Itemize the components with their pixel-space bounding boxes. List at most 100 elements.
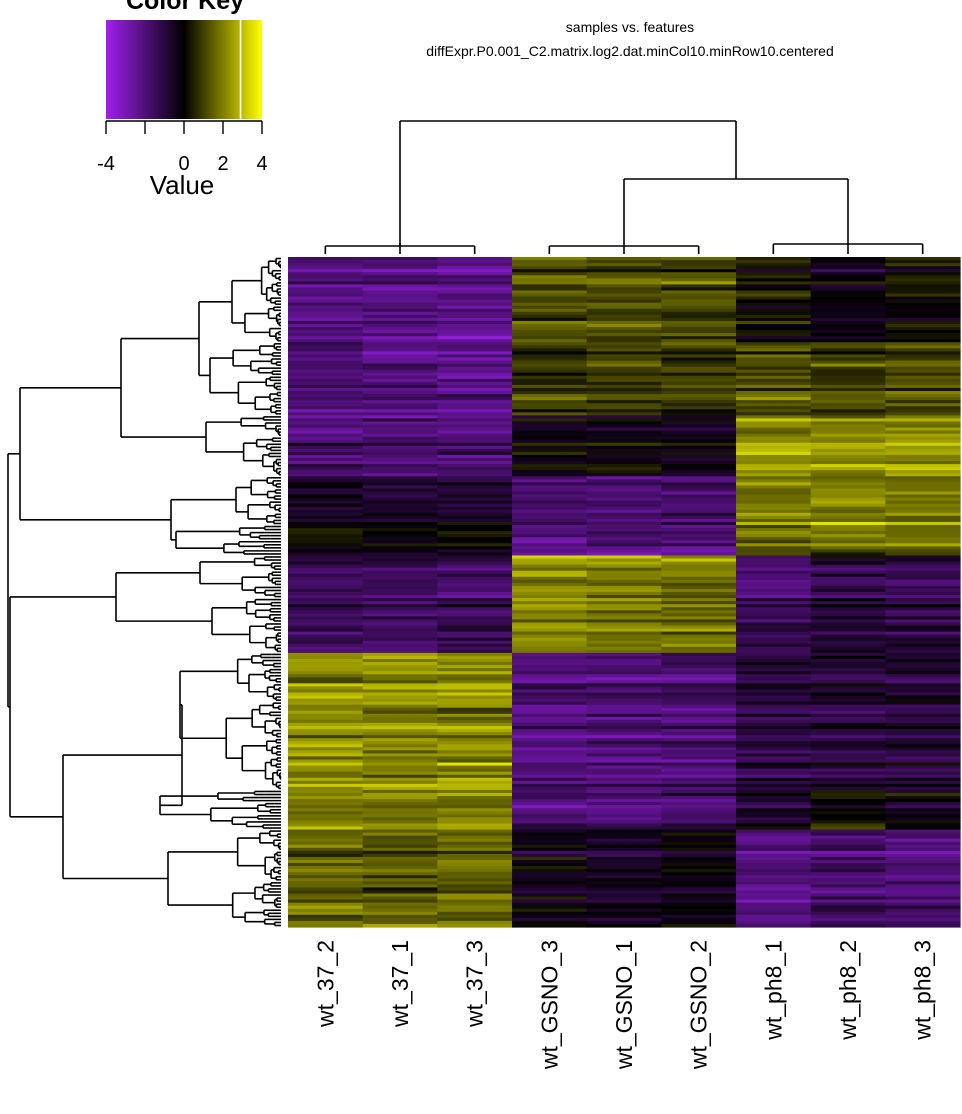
row-dendrogram	[7, 257, 282, 927]
heatmap-cell	[885, 634, 961, 639]
heatmap-cell	[288, 716, 364, 721]
heatmap-cell	[362, 820, 438, 825]
heatmap-cell	[736, 573, 812, 578]
heatmap-cell	[288, 503, 364, 508]
heatmap-cell	[437, 905, 513, 910]
heatmap-cell	[586, 369, 662, 374]
heatmap-cell	[885, 275, 961, 279]
heatmap-cell	[586, 707, 662, 712]
heatmap-cell	[437, 534, 513, 538]
heatmap-cell	[885, 308, 961, 313]
heatmap-cell	[810, 832, 886, 837]
heatmap-cell	[362, 451, 438, 456]
heatmap-cell	[661, 643, 737, 648]
heatmap-cell	[512, 579, 588, 584]
heatmap-cell	[736, 324, 812, 328]
heatmap-cell	[661, 768, 737, 773]
heatmap-cell	[810, 317, 886, 322]
heatmap-cell	[736, 342, 812, 346]
heatmap-cell	[362, 339, 438, 343]
heatmap-cell	[288, 314, 364, 319]
heatmap-cell	[810, 631, 886, 636]
heatmap-cell	[512, 780, 588, 785]
heatmap-cell	[512, 506, 588, 511]
heatmap-cell	[362, 372, 438, 377]
heatmap-cell	[736, 595, 812, 599]
heatmap-cell	[810, 655, 886, 660]
heatmap-cell	[437, 607, 513, 611]
heatmap-cell	[736, 394, 812, 398]
heatmap-cell	[885, 744, 961, 748]
heatmap-cell	[437, 692, 513, 697]
heatmap-cell	[586, 305, 662, 310]
heatmap-cell	[736, 917, 812, 922]
heatmap-cell	[512, 257, 588, 261]
heatmap-cell	[885, 534, 961, 538]
heatmap-cell	[810, 576, 886, 581]
heatmap-cell	[810, 829, 886, 834]
heatmap-cell	[736, 357, 812, 362]
heatmap-cell	[736, 640, 812, 645]
heatmap-cell	[736, 844, 812, 849]
heatmap-cell	[586, 518, 662, 523]
heatmap-cell	[885, 878, 961, 882]
heatmap-cell	[885, 391, 961, 395]
heatmap-cell	[810, 652, 886, 657]
heatmap-cell	[512, 768, 588, 773]
heatmap-cell	[362, 704, 438, 709]
heatmap-cell	[736, 853, 812, 858]
heatmap-cell	[362, 695, 438, 700]
heatmap-cell	[437, 570, 513, 575]
heatmap-cell	[437, 528, 513, 532]
heatmap-cell	[661, 796, 737, 800]
heatmap-cell	[512, 613, 588, 617]
heatmap-cell	[362, 476, 438, 480]
heatmap-cell	[362, 902, 438, 907]
heatmap-cell	[736, 427, 812, 432]
heatmap-cell	[736, 317, 812, 322]
heatmap-cell	[362, 881, 438, 885]
heatmap-cell	[586, 387, 662, 392]
heatmap-cell	[885, 436, 961, 441]
heatmap-cell	[437, 567, 513, 572]
heatmap-cell	[437, 543, 513, 547]
heatmap-cell	[512, 744, 588, 748]
heatmap-cell	[512, 817, 588, 822]
heatmap-cell	[288, 518, 364, 523]
heatmap-cell	[736, 826, 812, 831]
heatmap-cell	[512, 713, 588, 718]
heatmap-cell	[437, 588, 513, 593]
heatmap-cell	[437, 375, 513, 380]
heatmap-cell	[512, 631, 588, 636]
heatmap-cell	[586, 317, 662, 322]
heatmap-cell	[437, 814, 513, 818]
heatmap-cell	[288, 366, 364, 371]
heatmap-cell	[661, 317, 737, 322]
heatmap-cell	[885, 387, 961, 392]
heatmap-cell	[885, 333, 961, 337]
heatmap-cell	[661, 887, 737, 892]
heatmap-cell	[437, 850, 513, 855]
heatmap-cell	[736, 494, 812, 499]
heatmap-cell	[661, 314, 737, 319]
heatmap-cell	[586, 293, 662, 298]
heatmap-cell	[736, 451, 812, 456]
heatmap-cell	[437, 759, 513, 764]
heatmap-cell	[512, 543, 588, 547]
heatmap-cell	[736, 796, 812, 800]
heatmap-cell	[437, 914, 513, 919]
heatmap-cell	[362, 345, 438, 349]
heatmap-cell	[288, 698, 364, 703]
heatmap-cell	[885, 299, 961, 304]
heatmap-cell	[362, 713, 438, 718]
heatmap-cell	[661, 698, 737, 703]
heatmap-cell	[661, 497, 737, 502]
heatmap-cell	[885, 473, 961, 477]
heatmap-cell	[736, 470, 812, 474]
heatmap-cell	[512, 732, 588, 736]
heatmap-cell	[437, 832, 513, 837]
heatmap-cell	[288, 320, 364, 325]
heatmap-cell	[362, 561, 438, 566]
heatmap-cell	[661, 482, 737, 487]
